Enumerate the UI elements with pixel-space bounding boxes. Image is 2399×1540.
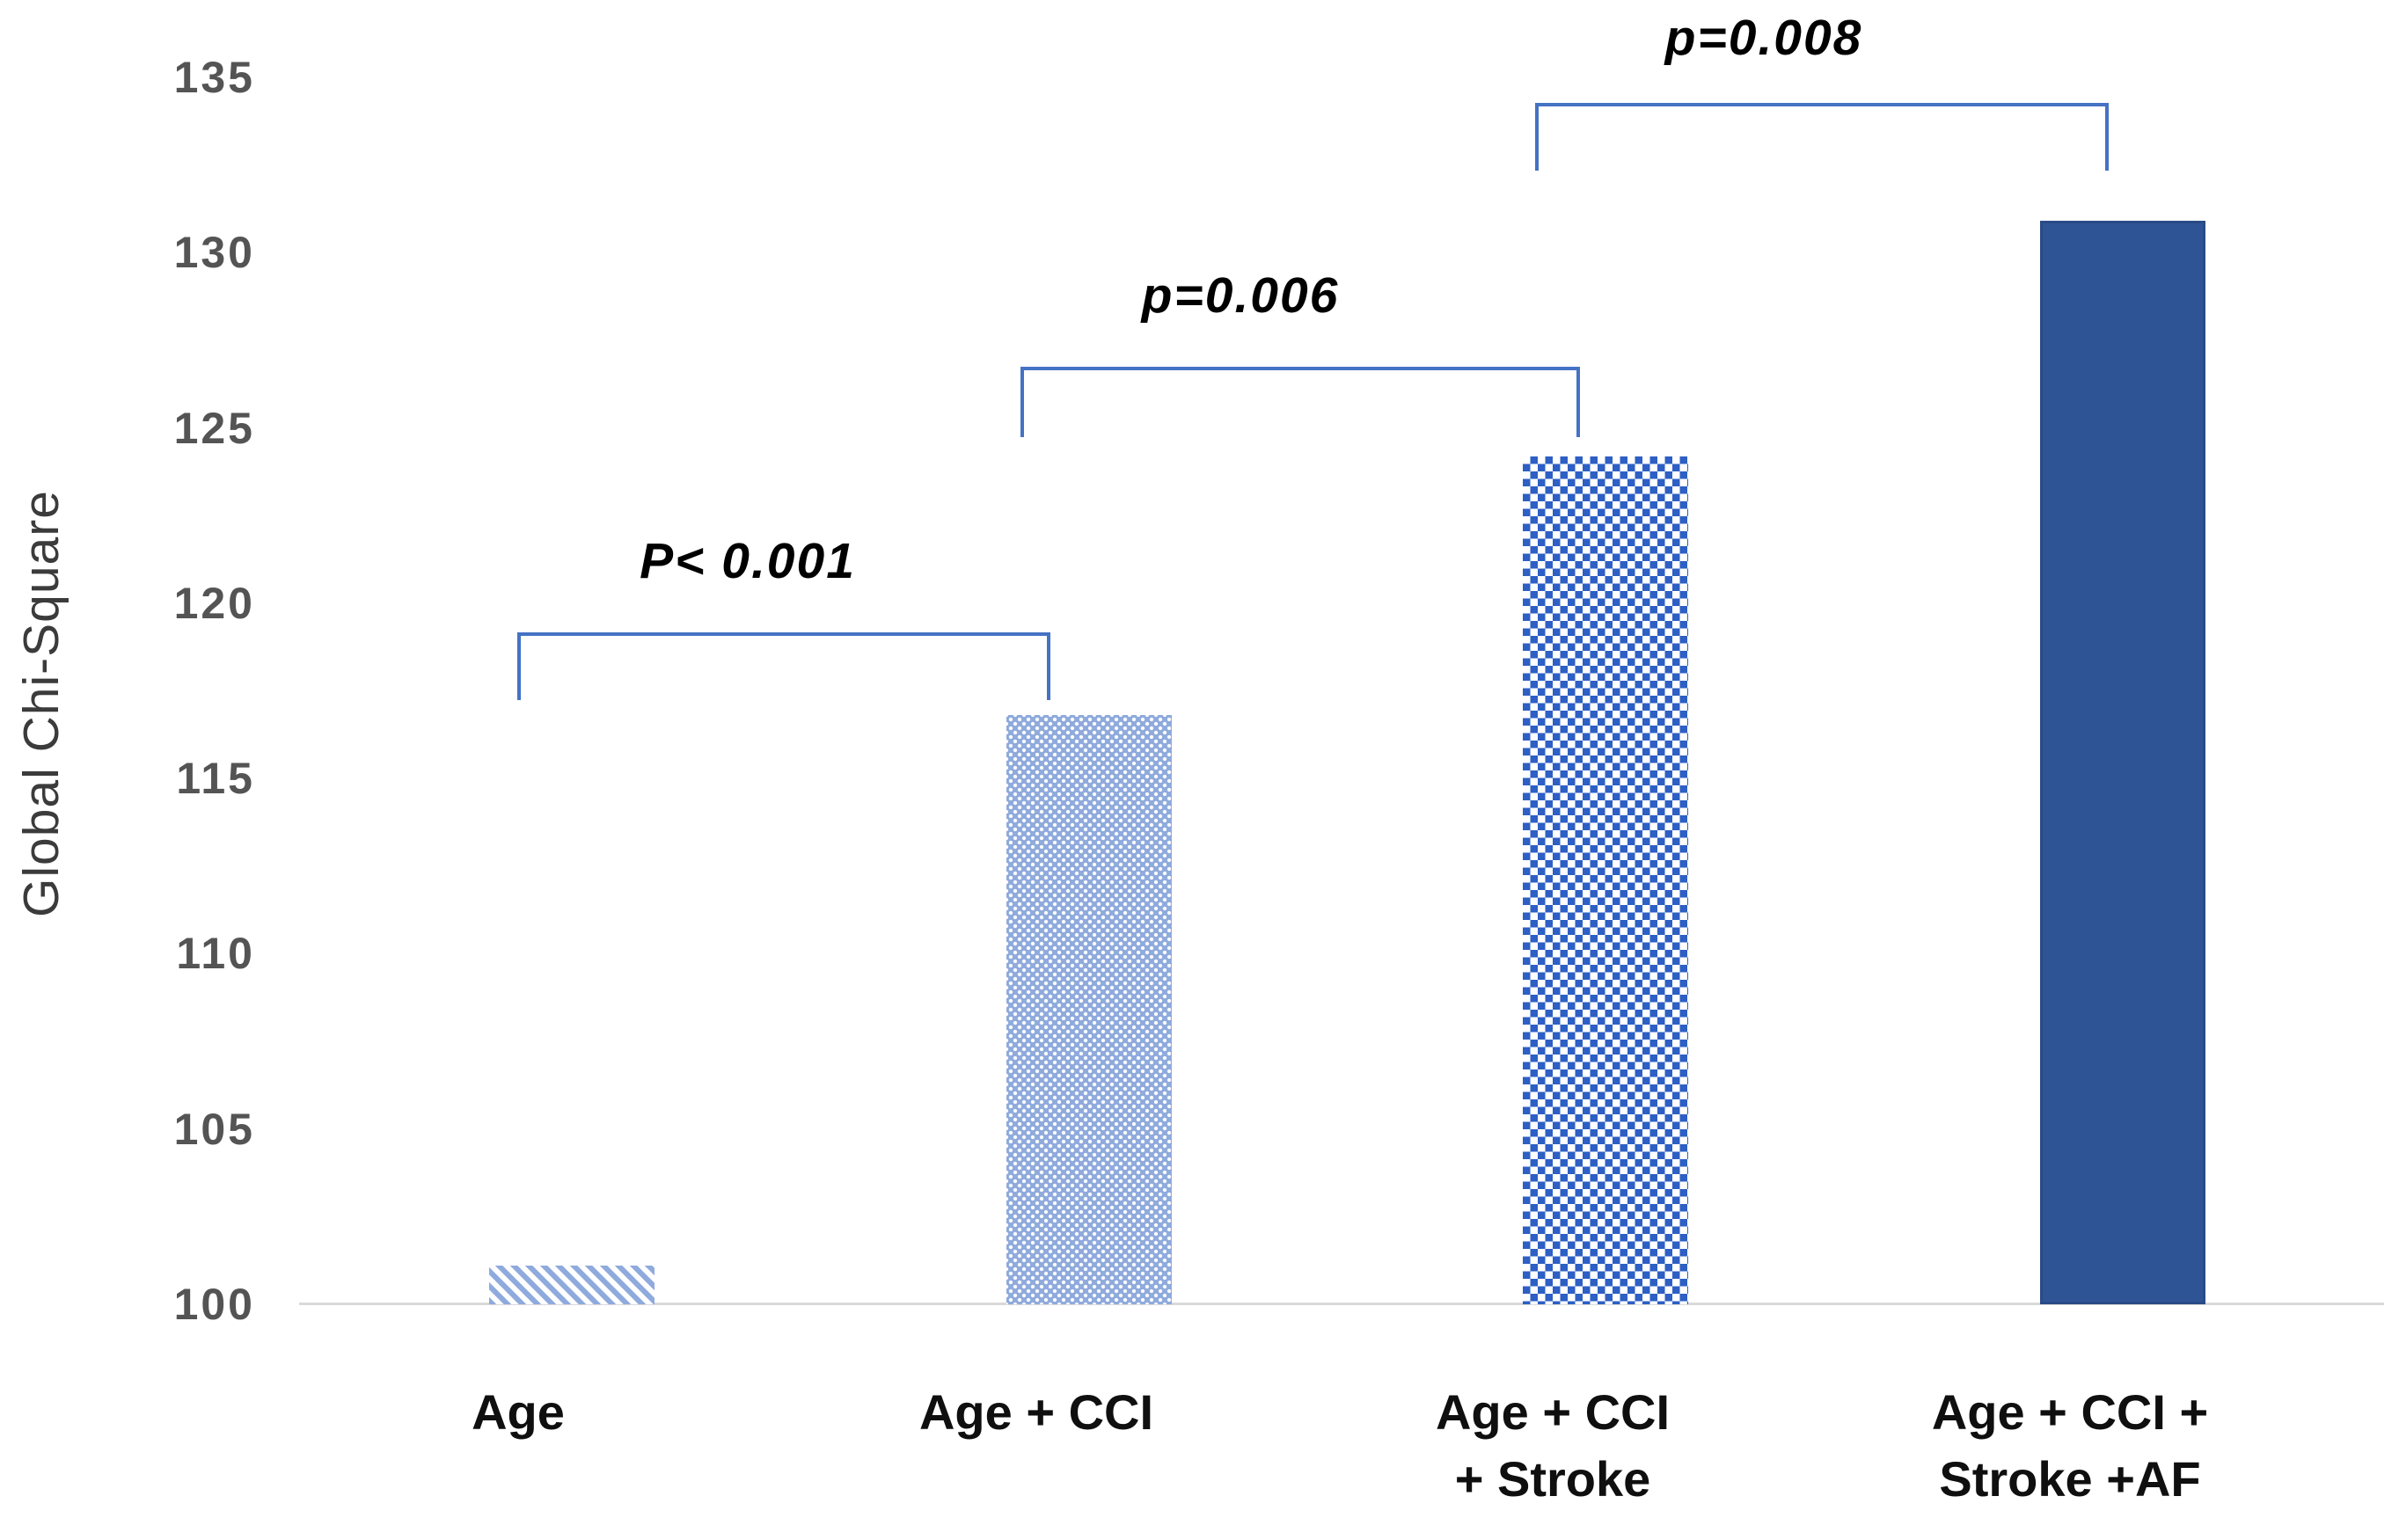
category-label-age-cci-stroke: Age + CCI + Stroke xyxy=(1280,1379,1825,1513)
category-label-line: + Stroke xyxy=(1454,1451,1651,1507)
y-tick-100: 100 xyxy=(173,1280,255,1329)
category-label-line: Stroke +AF xyxy=(1939,1451,2201,1507)
x-axis-line xyxy=(299,1303,2384,1305)
y-tick-135: 135 xyxy=(173,53,255,102)
category-label-line: Age xyxy=(472,1384,565,1440)
y-tick-130: 130 xyxy=(173,228,255,277)
y-tick-115: 115 xyxy=(176,754,255,803)
category-label-age-cci-stroke-af: Age + CCI + Stroke +AF xyxy=(1797,1379,2343,1513)
bar-age xyxy=(489,1266,655,1304)
category-label-line: Age + CCI xyxy=(918,1384,1154,1440)
bracket-stroke-vs-af xyxy=(1535,103,2109,171)
bar-age-cci-stroke-af xyxy=(2040,221,2205,1304)
category-label-age-cci: Age + CCI xyxy=(764,1379,1309,1446)
p-value-label-2: p=0.006 xyxy=(1141,267,1340,324)
category-label-line: Age + CCI + xyxy=(1931,1384,2209,1440)
y-tick-110: 110 xyxy=(176,929,255,978)
bar-age-cci xyxy=(1006,715,1172,1304)
y-axis-title: Global Chi-Square xyxy=(13,490,69,917)
bracket-agecci-vs-stroke xyxy=(1020,367,1580,437)
y-tick-105: 105 xyxy=(173,1105,255,1154)
p-value-label-1: P< 0.001 xyxy=(640,533,856,589)
bracket-age-vs-agecci xyxy=(517,632,1050,700)
y-tick-125: 125 xyxy=(173,404,255,453)
p-value-label-3: p=0.008 xyxy=(1664,10,1863,66)
bar-age-cci-stroke xyxy=(1523,456,1688,1304)
y-tick-120: 120 xyxy=(173,579,255,628)
category-label-line: Age + CCI xyxy=(1435,1384,1671,1440)
category-label-age: Age xyxy=(245,1379,791,1446)
